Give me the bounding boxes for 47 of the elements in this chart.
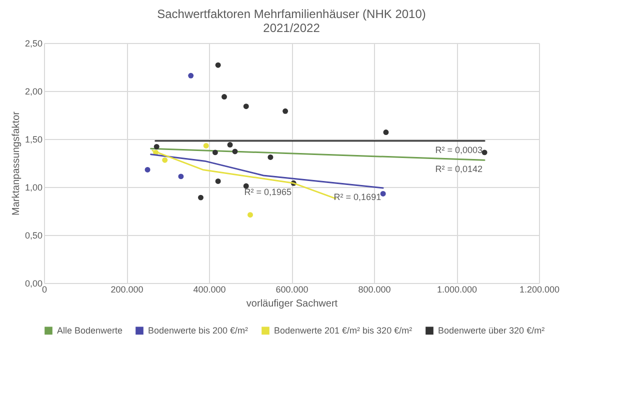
x-tick-label: 800.000: [358, 284, 391, 294]
point: [227, 142, 233, 148]
annotation: R² = 0,0003: [435, 144, 483, 155]
x-tick-label: 1.200.000: [519, 284, 560, 294]
y-tick-label: 0,00: [24, 278, 42, 288]
x-axis-title: vorläufiger Sachwert: [246, 298, 338, 310]
x-tick-label: 200.000: [110, 284, 144, 294]
legend-label: Bodenwerte 201 €/m² bis 320 €/m²: [274, 326, 412, 336]
x-tick-label: 1.000.000: [436, 284, 478, 294]
point: [215, 178, 221, 184]
point: [248, 212, 253, 218]
point: [178, 174, 184, 180]
point: [203, 142, 209, 148]
line-series: [152, 150, 336, 200]
point: [268, 154, 274, 160]
x-tick-label: 0: [42, 284, 48, 294]
y-axis-title: Marktanpassungsfaktor: [10, 110, 22, 216]
point: [198, 194, 204, 200]
y-tick-label: 2,00: [24, 86, 42, 96]
chart-subtitle: 2021/2022: [263, 21, 320, 35]
y-tick-label: 0,50: [24, 230, 42, 240]
point: [282, 108, 288, 114]
legend-label: Bodenwerte über 320 €/m²: [438, 326, 545, 336]
annotation: R² = 0,0142: [435, 164, 483, 174]
line-series: [150, 154, 384, 189]
point: [212, 150, 218, 156]
point: [144, 166, 150, 172]
legend-label: Alle Bodenwerte: [57, 326, 123, 336]
point: [222, 94, 227, 100]
point: [154, 144, 160, 150]
x-tick-label: 600.000: [276, 284, 308, 294]
x-tick-label: 400.000: [193, 284, 226, 294]
point: [383, 130, 389, 136]
point: [243, 104, 249, 110]
legend-label: Bodenwerte bis 200 €/m²: [148, 326, 248, 336]
point: [188, 72, 194, 78]
point: [232, 148, 238, 154]
point: [162, 157, 168, 163]
point: [243, 183, 249, 189]
point: [380, 190, 386, 196]
y-tick-label: 2,50: [24, 38, 42, 48]
annotation: R² = 0,1965: [244, 187, 292, 198]
chart-title: Sachwertfaktoren Mehrfamilienhäuser (NHK 2010): [157, 7, 426, 21]
annotation: R² = 0,1691: [334, 192, 382, 202]
y-tick-label: 1,00: [24, 182, 42, 192]
point: [215, 62, 221, 68]
y-tick-label: 1,50: [24, 134, 42, 144]
